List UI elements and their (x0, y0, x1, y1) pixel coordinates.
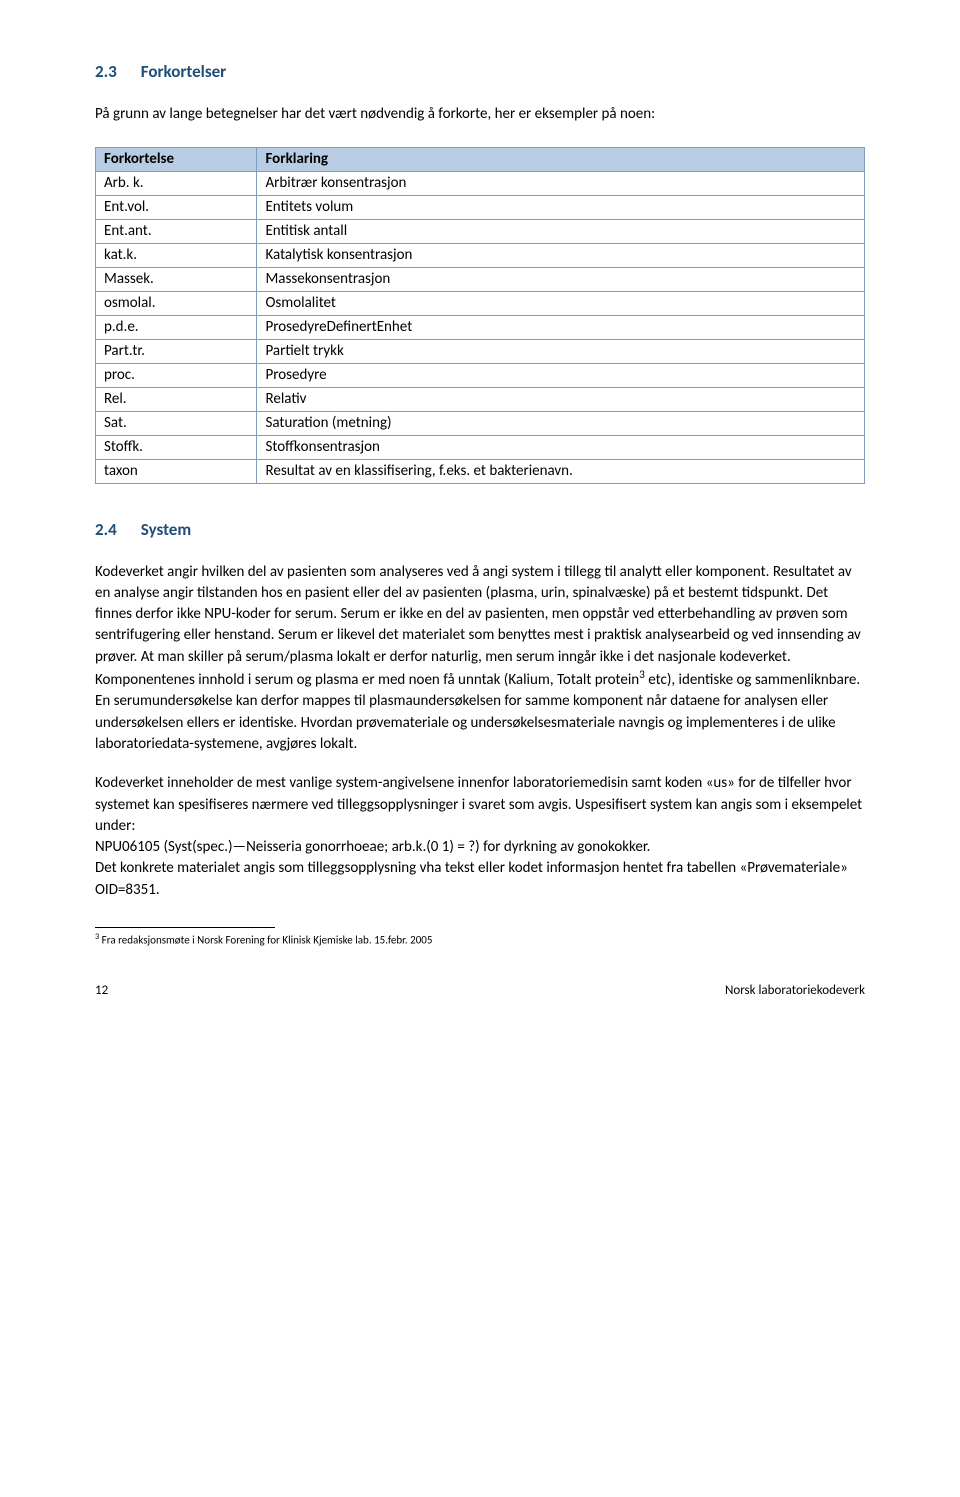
section-heading-2-4: 2.4 System (95, 518, 865, 542)
section-number: 2.4 (95, 519, 117, 540)
desc-cell: Massekonsentrasjon (257, 267, 865, 291)
body-paragraph-2: Kodeverket inneholder de mest vanlige sy… (95, 773, 865, 901)
table-row: kat.k.Katalytisk konsentrasjon (96, 243, 865, 267)
table-row: taxonResultat av en klassifisering, f.ek… (96, 459, 865, 483)
para2-line1: Kodeverket inneholder de mest vanlige sy… (95, 774, 862, 835)
abbr-cell: taxon (96, 459, 257, 483)
table-header-forkortelse: Forkortelse (96, 147, 257, 171)
desc-cell: Entitets volum (257, 195, 865, 219)
abbr-cell: Ent.vol. (96, 195, 257, 219)
abbr-cell: p.d.e. (96, 315, 257, 339)
para2-line3: Det konkrete materialet angis som tilleg… (95, 859, 848, 898)
abbr-cell: Rel. (96, 387, 257, 411)
table-row: Ent.vol.Entitets volum (96, 195, 865, 219)
abbreviations-table: Forkortelse Forklaring Arb. k.Arbitrær k… (95, 147, 865, 484)
table-row: Stoffk.Stoffkonsentrasjon (96, 435, 865, 459)
table-header-forklaring: Forklaring (257, 147, 865, 171)
abbr-cell: kat.k. (96, 243, 257, 267)
table-header-row: Forkortelse Forklaring (96, 147, 865, 171)
abbr-cell: Stoffk. (96, 435, 257, 459)
table-row: Rel.Relativ (96, 387, 865, 411)
abbr-cell: proc. (96, 363, 257, 387)
abbr-cell: Massek. (96, 267, 257, 291)
body-paragraph-1: Kodeverket angir hvilken del av pasiente… (95, 562, 865, 756)
para2-line2: NPU06105 (Syst(spec.)—Neisseria gonorrho… (95, 838, 650, 856)
abbr-cell: Sat. (96, 411, 257, 435)
table-row: proc.Prosedyre (96, 363, 865, 387)
desc-cell: Osmolalitet (257, 291, 865, 315)
page-number: 12 (95, 982, 108, 1000)
table-row: Ent.ant.Entitisk antall (96, 219, 865, 243)
page-footer: 12 Norsk laboratoriekodeverk (95, 982, 865, 1000)
footnote-text: Fra redaksjonsmøte i Norsk Forening for … (99, 934, 432, 947)
table-row: Arb. k.Arbitrær konsentrasjon (96, 171, 865, 195)
table-row: p.d.e.ProsedyreDefinertEnhet (96, 315, 865, 339)
desc-cell: Katalytisk konsentrasjon (257, 243, 865, 267)
footnote-separator (95, 927, 275, 928)
section-title: Forkortelser (141, 61, 226, 82)
abbr-cell: Arb. k. (96, 171, 257, 195)
desc-cell: Entitisk antall (257, 219, 865, 243)
desc-cell: Partielt trykk (257, 339, 865, 363)
table-row: Part.tr.Partielt trykk (96, 339, 865, 363)
table-row: Massek.Massekonsentrasjon (96, 267, 865, 291)
table-row: osmolal.Osmolalitet (96, 291, 865, 315)
desc-cell: Stoffkonsentrasjon (257, 435, 865, 459)
desc-cell: ProsedyreDefinertEnhet (257, 315, 865, 339)
desc-cell: Prosedyre (257, 363, 865, 387)
desc-cell: Saturation (metning) (257, 411, 865, 435)
abbr-cell: Ent.ant. (96, 219, 257, 243)
abbr-cell: Part.tr. (96, 339, 257, 363)
footer-title: Norsk laboratoriekodeverk (725, 982, 865, 1000)
desc-cell: Relativ (257, 387, 865, 411)
section-number: 2.3 (95, 61, 117, 82)
intro-paragraph: På grunn av lange betegnelser har det væ… (95, 104, 865, 125)
desc-cell: Arbitrær konsentrasjon (257, 171, 865, 195)
table-row: Sat.Saturation (metning) (96, 411, 865, 435)
desc-cell: Resultat av en klassifisering, f.eks. et… (257, 459, 865, 483)
abbr-cell: osmolal. (96, 291, 257, 315)
section-title: System (141, 519, 191, 540)
footnote-3: 3 Fra redaksjonsmøte i Norsk Forening fo… (95, 932, 865, 948)
section-heading-2-3: 2.3 Forkortelser (95, 60, 865, 84)
